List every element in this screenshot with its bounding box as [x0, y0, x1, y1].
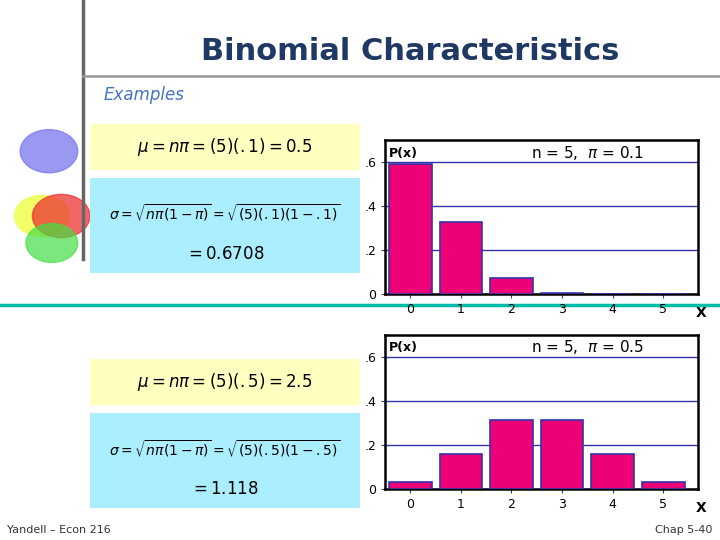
Text: $\sigma = \sqrt{n\pi(1-\pi)} = \sqrt{(5)(.1)(1-.1)}$: $\sigma = \sqrt{n\pi(1-\pi)} = \sqrt{(5)…	[109, 202, 341, 224]
Bar	[591, 454, 634, 489]
Bar	[439, 222, 482, 294]
Text: X: X	[696, 501, 706, 515]
Text: $= 1.118$: $= 1.118$	[190, 480, 259, 498]
Text: P(x): P(x)	[390, 341, 418, 354]
Text: $\sigma = \sqrt{n\pi(1-\pi)} = \sqrt{(5)(.5)(1-.5)}$: $\sigma = \sqrt{n\pi(1-\pi)} = \sqrt{(5)…	[109, 438, 341, 460]
Text: Examples: Examples	[104, 85, 184, 104]
Text: X: X	[696, 306, 706, 320]
Text: $= 0.6708$: $= 0.6708$	[185, 245, 264, 263]
Bar	[541, 293, 583, 294]
Text: Chap 5-40: Chap 5-40	[655, 525, 713, 535]
Text: n = 5,  $\pi$ = 0.5: n = 5, $\pi$ = 0.5	[531, 338, 644, 356]
Text: $\mu = n\pi = (5)(.5) = 2.5$: $\mu = n\pi = (5)(.5) = 2.5$	[137, 372, 312, 393]
Bar	[389, 165, 432, 294]
Text: n = 5,  $\pi$ = 0.1: n = 5, $\pi$ = 0.1	[531, 144, 644, 161]
Circle shape	[14, 195, 69, 237]
FancyBboxPatch shape	[90, 178, 360, 273]
Circle shape	[26, 224, 78, 262]
Text: Binomial Characteristics: Binomial Characteristics	[201, 37, 620, 66]
Bar	[389, 482, 432, 489]
Circle shape	[20, 130, 78, 173]
Bar	[642, 482, 685, 489]
Circle shape	[32, 194, 90, 238]
FancyBboxPatch shape	[90, 124, 360, 170]
Text: $\mu = n\pi = (5)(.1) = 0.5$: $\mu = n\pi = (5)(.1) = 0.5$	[137, 137, 312, 158]
Bar	[490, 278, 533, 294]
Text: Yandell – Econ 216: Yandell – Econ 216	[7, 525, 111, 535]
FancyBboxPatch shape	[90, 413, 360, 508]
FancyBboxPatch shape	[90, 359, 360, 405]
Bar	[439, 454, 482, 489]
Bar	[541, 420, 583, 489]
Text: P(x): P(x)	[390, 147, 418, 160]
Bar	[490, 420, 533, 489]
